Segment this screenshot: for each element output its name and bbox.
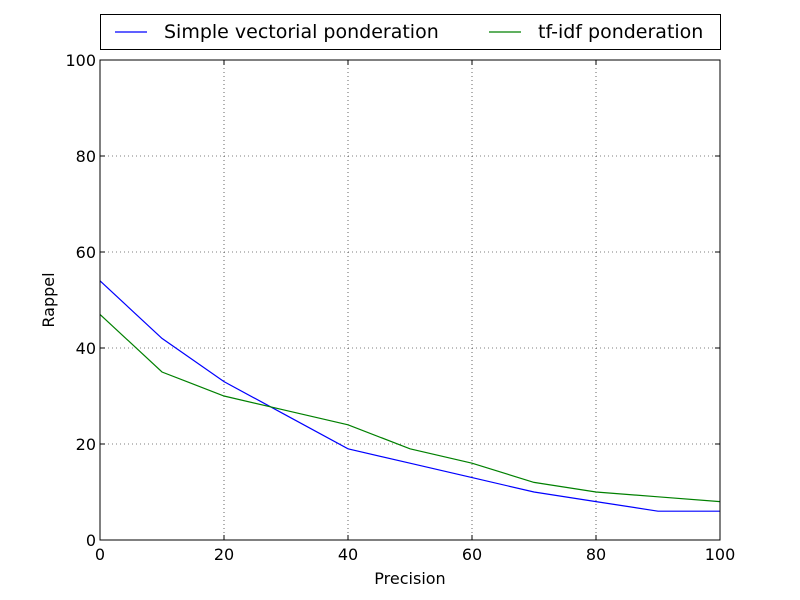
y-axis-title: Rappel [39, 272, 58, 327]
legend-box [100, 14, 721, 50]
y-tick-label: 60 [76, 243, 96, 262]
legend-label-simple-vectorial: Simple vectorial ponderation [164, 21, 439, 43]
y-tick-label: 100 [65, 51, 96, 70]
y-tick-label: 40 [76, 339, 96, 358]
y-tick-label: 0 [86, 531, 96, 550]
x-tick-label: 100 [705, 545, 736, 564]
series-line-1 [99, 313, 721, 503]
y-tick-label: 80 [76, 147, 96, 166]
series-line-0 [99, 280, 720, 512]
x-tick-label: 60 [462, 545, 482, 564]
legend-label-tfidf: tf-idf ponderation [538, 21, 703, 43]
x-axis-title: Precision [374, 569, 445, 588]
x-tick-label: 40 [338, 545, 358, 564]
plot-area-frame [99, 59, 721, 541]
x-tick-label: 80 [586, 545, 606, 564]
x-tick-label: 20 [214, 545, 234, 564]
x-tick-label: 0 [95, 545, 105, 564]
y-tick-label: 20 [76, 435, 96, 454]
